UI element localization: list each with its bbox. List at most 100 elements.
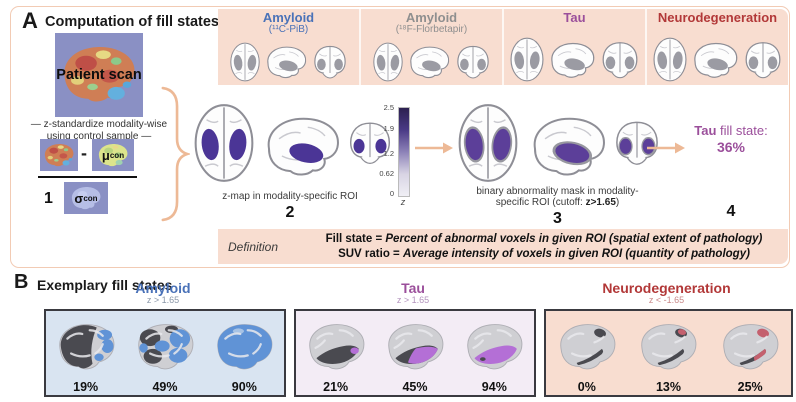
definition-line1: Fill state = Percent of abnormal voxels …	[300, 232, 788, 247]
percentage-label: 90%	[231, 380, 257, 394]
step-2-number: 2	[285, 204, 295, 221]
modality-tracer: (¹⁸F-Florbetapir)	[395, 23, 468, 35]
brain-axial-icon	[372, 41, 404, 83]
sigma-con-label: σ con	[64, 182, 108, 214]
fill-state-value: 36%	[716, 139, 746, 156]
fill-state-modality: Tau	[694, 123, 717, 138]
brain-lateral-image	[138, 323, 194, 369]
modality-column-tau: Tau	[502, 9, 645, 85]
modality-name: Amyloid	[262, 10, 315, 25]
patient-scan-label: Patient scan	[56, 67, 142, 83]
brain-sagittal-icon	[262, 44, 310, 80]
brain-lateral-image	[309, 323, 365, 369]
fill-state-result: Tau fill state: 36%	[672, 123, 790, 157]
mu-subscript: con	[109, 150, 125, 160]
brain-lateral-image	[217, 323, 273, 369]
modality-tracer: (¹¹C-PiB)	[268, 23, 309, 35]
jet-brain-icon	[41, 141, 77, 169]
mask-cutoff-value: z>1.65	[585, 197, 616, 208]
mask-caption-pre: specific ROI (cutoff:	[495, 197, 586, 208]
fraction-line	[38, 176, 137, 178]
percentage-label: 49%	[152, 380, 178, 394]
group-amyloid-box: 19% 49% 90%	[44, 309, 286, 397]
group-neuro-header: Neurodegeneration	[602, 280, 731, 296]
modality-banner: Amyloid (¹¹C-PiB) Amyloid (¹⁸F-Florbetap…	[218, 9, 788, 85]
colorbar-tick: 1.9	[383, 124, 394, 133]
brain-coronal-icon	[311, 44, 349, 80]
standardize-note-line2: using control sample —	[46, 131, 152, 142]
colorbar-tick: 0.62	[379, 169, 394, 178]
neuro-percentages: 0% 13% 25%	[546, 380, 791, 395]
patient-minuend-image	[40, 139, 78, 171]
tau-percentages: 21% 45% 94%	[296, 380, 534, 395]
curly-brace-icon	[161, 86, 190, 222]
colorbar-axis-label: z	[400, 197, 406, 207]
fill-state-text: fill state:	[720, 123, 768, 138]
panel-a-title: Computation of fill states	[45, 14, 219, 30]
panel-a-label: A	[22, 8, 38, 33]
modality-column-neurodegeneration: Neurodegeneration	[645, 9, 788, 85]
percentage-label: 45%	[402, 380, 428, 394]
brain-coronal-icon	[742, 40, 784, 80]
z-colorbar	[398, 107, 410, 197]
brain-sagittal-icon	[689, 40, 741, 80]
flow-arrow-icon	[647, 142, 685, 154]
mu-symbol: μ	[101, 147, 110, 163]
step-1-number: 1	[44, 190, 53, 207]
definition-strip: Definition Fill state = Percent of abnor…	[218, 229, 788, 264]
brain-sagittal-icon	[405, 44, 453, 80]
definition-label: Definition	[228, 239, 279, 254]
brain-lateral-image	[467, 323, 523, 369]
brain-axial-icon	[229, 41, 261, 83]
brain-lateral-image	[723, 323, 779, 369]
brain-coronal-icon	[599, 40, 641, 80]
flow-arrow-icon	[415, 142, 453, 154]
zmap-caption: z-map in modality-specific ROI	[222, 191, 358, 202]
step-4-number: 4	[726, 203, 736, 220]
suv-ratio-definition: Average intensity of voxels in given ROI…	[402, 247, 750, 260]
definition-body: Fill state = Percent of abnormal voxels …	[300, 232, 788, 262]
definition-line2: SUV ratio = Average intensity of voxels …	[300, 247, 788, 262]
zmap-coronal-image	[346, 112, 394, 174]
brain-lateral-image	[59, 323, 115, 369]
fill-state-definition: Percent of abnormal voxels in given ROI …	[385, 232, 763, 245]
mask-caption-post: )	[615, 197, 620, 208]
percentage-label: 13%	[655, 380, 682, 394]
control-mean-image	[92, 139, 134, 171]
control-sd-image	[64, 182, 108, 214]
panel-b-label: B	[14, 271, 29, 293]
modality-name: Neurodegeneration	[657, 10, 778, 25]
mask-sagittal-image	[524, 113, 612, 179]
mu-con-label: μ con	[92, 139, 134, 171]
group-amyloid-threshold: z > 1.65	[146, 295, 180, 305]
standardize-note-line1: — z-standardize modality-wise	[30, 119, 168, 130]
patient-scan-image	[55, 33, 143, 117]
brain-lateral-image	[641, 323, 697, 369]
brain-axial-icon	[652, 36, 688, 83]
percentage-label: 25%	[737, 380, 763, 394]
mask-axial-image	[456, 99, 520, 187]
brain-sagittal-icon	[546, 40, 598, 80]
sigma-subscript: con	[83, 193, 98, 203]
percentage-label: 19%	[73, 380, 99, 394]
zmap-sagittal-image	[258, 113, 346, 179]
brain-lateral-image	[388, 323, 444, 369]
mask-caption-line1: binary abnormality mask in modality-	[476, 186, 639, 197]
zmap-axial-image	[192, 99, 256, 187]
percentage-label: 94%	[481, 380, 507, 394]
modality-name: Amyloid	[405, 10, 458, 25]
fill-state-term: Fill state =	[325, 232, 386, 245]
suv-ratio-term: SUV ratio =	[338, 247, 403, 260]
group-neuro-threshold: z < -1.65	[648, 295, 685, 305]
modality-column-amyloid-fbp: Amyloid (¹⁸F-Florbetapir)	[359, 9, 502, 85]
percentage-label: 21%	[323, 380, 349, 394]
brain-axial-icon	[509, 36, 545, 83]
minus-operator: -	[81, 143, 87, 163]
modality-name: Tau	[563, 10, 586, 25]
group-tau-box: 21% 45% 94%	[294, 309, 536, 397]
mask-caption-line2: specific ROI (cutoff: z>1.65)	[445, 197, 670, 209]
step-3-number: 3	[553, 210, 562, 227]
colorbar-tick: 1.2	[383, 149, 394, 158]
group-tau-header: Tau	[401, 280, 425, 296]
